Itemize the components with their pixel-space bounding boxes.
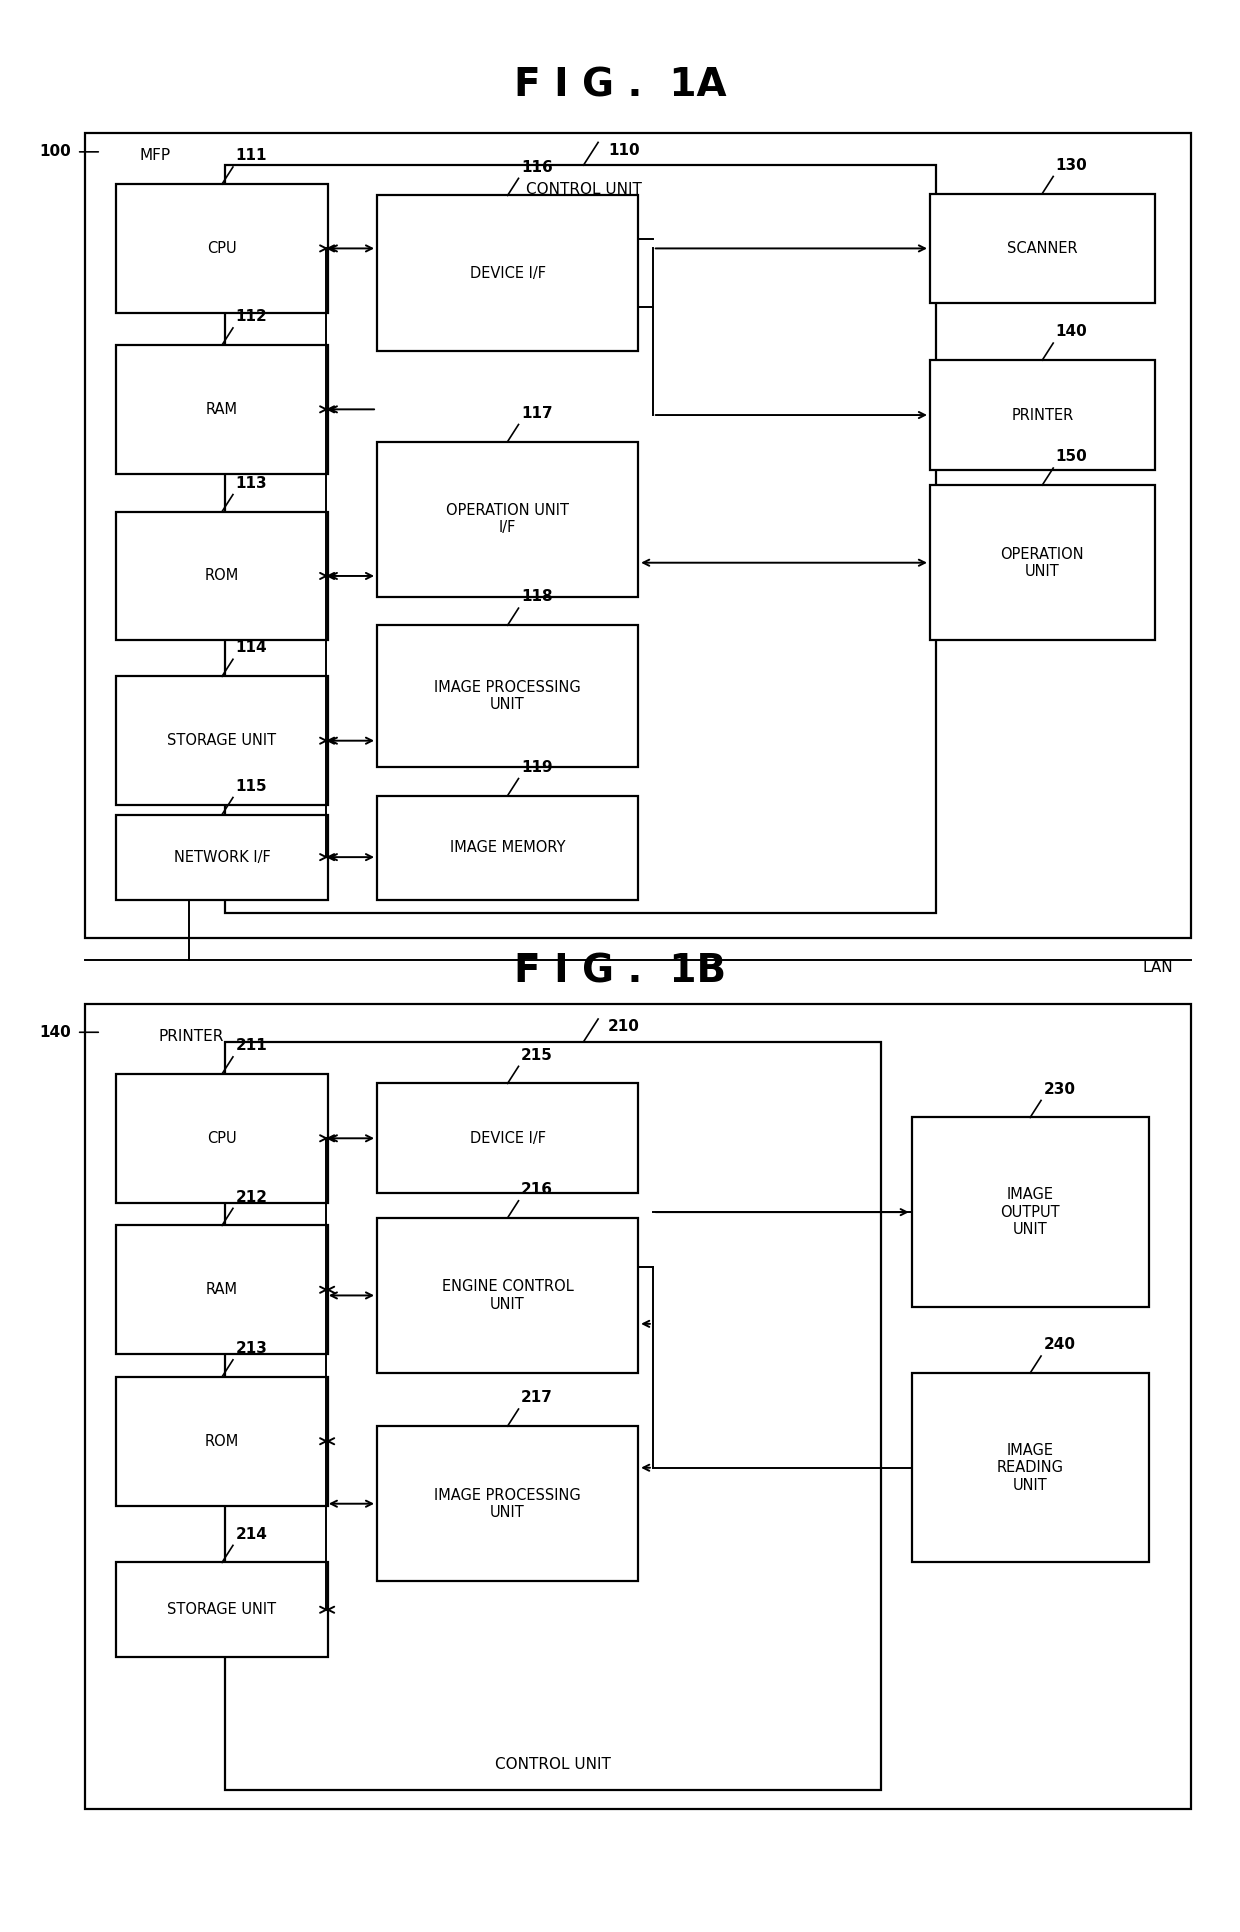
Text: 130: 130 [1055,158,1087,172]
Text: 230: 230 [1044,1082,1075,1097]
Text: STORAGE UNIT: STORAGE UNIT [167,732,277,748]
Text: 100: 100 [38,145,71,158]
Text: F I G .  1A: F I G . 1A [513,66,727,104]
Text: 213: 213 [236,1341,268,1356]
Bar [911,1117,1148,1306]
Bar [115,184,329,313]
Text: CPU: CPU [207,1130,237,1146]
Text: IMAGE
READING
UNIT: IMAGE READING UNIT [997,1443,1064,1493]
Bar [930,193,1154,303]
Text: IMAGE PROCESSING
UNIT: IMAGE PROCESSING UNIT [434,1488,582,1520]
Text: PRINTER: PRINTER [1011,408,1074,423]
Bar [377,1084,639,1194]
Bar [224,1041,882,1789]
Text: ROM: ROM [205,568,239,583]
Text: 116: 116 [521,160,553,174]
Text: LAN: LAN [1142,960,1173,976]
Bar [377,1426,639,1580]
Text: 114: 114 [236,641,267,655]
Text: DEVICE I/F: DEVICE I/F [470,1130,546,1146]
Bar [115,346,329,473]
Text: IMAGE PROCESSING
UNIT: IMAGE PROCESSING UNIT [434,680,582,713]
Bar [930,485,1154,639]
Text: 110: 110 [608,143,640,158]
Text: 113: 113 [236,475,267,491]
Text: 115: 115 [236,779,267,794]
Text: STORAGE UNIT: STORAGE UNIT [167,1602,277,1617]
Text: OPERATION UNIT
I/F: OPERATION UNIT I/F [446,502,569,535]
Text: 215: 215 [521,1047,553,1063]
Text: RAM: RAM [206,1283,238,1296]
Text: RAM: RAM [206,402,238,417]
Bar [377,442,639,597]
Text: 140: 140 [38,1024,71,1039]
Bar [377,1217,639,1374]
Text: NETWORK I/F: NETWORK I/F [174,850,270,866]
Text: F I G .  1B: F I G . 1B [513,952,727,991]
Text: 111: 111 [236,149,267,162]
Text: IMAGE
OUTPUT
UNIT: IMAGE OUTPUT UNIT [1001,1188,1060,1236]
Text: 112: 112 [236,309,267,325]
Text: 214: 214 [236,1526,268,1542]
Text: CPU: CPU [207,242,237,255]
Text: 117: 117 [521,406,553,421]
Bar [115,676,329,806]
Bar [115,1563,329,1658]
Text: CONTROL UNIT: CONTROL UNIT [495,1758,611,1772]
Text: ROM: ROM [205,1434,239,1449]
Text: 240: 240 [1044,1337,1075,1352]
Bar [115,1378,329,1505]
Text: PRINTER: PRINTER [159,1028,223,1043]
Text: 211: 211 [236,1037,267,1053]
Text: 210: 210 [608,1020,640,1034]
Text: 150: 150 [1055,450,1087,464]
Bar [86,133,1192,937]
Bar [115,815,329,900]
Text: 140: 140 [1055,325,1087,340]
Bar [377,626,639,767]
Text: SCANNER: SCANNER [1007,242,1078,255]
Text: ENGINE CONTROL
UNIT: ENGINE CONTROL UNIT [441,1279,573,1312]
Bar [377,195,639,352]
Text: 118: 118 [521,589,553,605]
Bar [930,359,1154,469]
Text: DEVICE I/F: DEVICE I/F [470,265,546,280]
Text: IMAGE MEMORY: IMAGE MEMORY [450,840,565,856]
Text: 119: 119 [521,759,553,775]
Bar [377,796,639,900]
Bar [115,1074,329,1202]
Text: OPERATION
UNIT: OPERATION UNIT [1001,547,1084,580]
Bar [115,512,329,639]
Text: MFP: MFP [140,149,171,162]
Text: CONTROL UNIT: CONTROL UNIT [526,182,641,197]
Bar [911,1374,1148,1563]
Text: 212: 212 [236,1190,268,1204]
Bar [224,164,936,914]
Bar [86,1005,1192,1808]
Bar [115,1225,329,1354]
Text: 217: 217 [521,1391,553,1405]
Text: 216: 216 [521,1182,553,1198]
